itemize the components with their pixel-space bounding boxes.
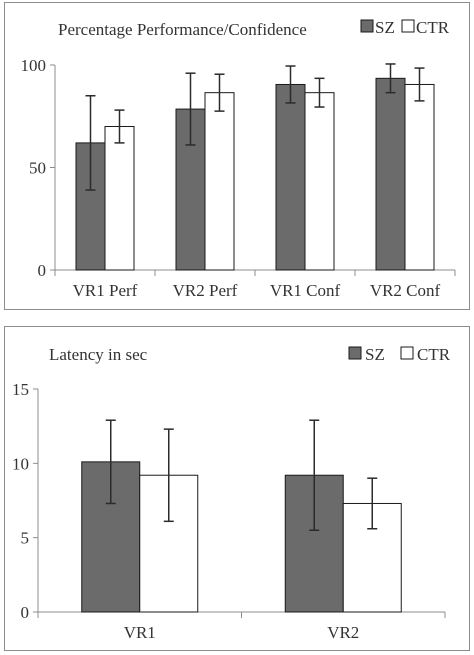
legend-label-sz: SZ xyxy=(365,345,385,364)
chart-title: Latency in sec xyxy=(49,345,148,364)
y-tick-label: 15 xyxy=(12,380,29,399)
bar-ctr xyxy=(204,92,235,271)
x-tick-label: VR1 Conf xyxy=(270,281,341,300)
legend-label-ctr: CTR xyxy=(416,18,450,37)
y-tick-label: 0 xyxy=(21,603,30,622)
x-tick-label: VR2 xyxy=(327,623,359,642)
x-tick-label: VR1 xyxy=(124,623,156,642)
bar-ctr xyxy=(104,126,135,271)
y-tick-label: 0 xyxy=(38,261,47,280)
bar-sz xyxy=(375,77,406,271)
chart-panel-performance: Percentage Performance/Confidence SZ CTR… xyxy=(4,2,470,310)
legend-swatch-sz xyxy=(348,346,362,360)
bar-ctr xyxy=(404,83,435,271)
bar-sz xyxy=(275,83,306,271)
x-tick-label: VR2 Conf xyxy=(370,281,441,300)
y-tick-label: 10 xyxy=(12,454,29,473)
legend-swatch-sz xyxy=(360,19,374,33)
legend-swatch-ctr xyxy=(400,346,414,360)
latency-chart: Latency in sec SZ CTR 0 5 10 15 VR1 VR2 xyxy=(12,345,451,642)
y-tick-label: 5 xyxy=(21,529,30,548)
x-tick-label: VR1 Perf xyxy=(73,281,138,300)
legend-label-sz: SZ xyxy=(375,18,395,37)
chart-panel-latency: Latency in sec SZ CTR 0 5 10 15 VR1 VR2 xyxy=(4,326,470,651)
chart-title: Percentage Performance/Confidence xyxy=(58,20,307,39)
performance-confidence-chart: Percentage Performance/Confidence SZ CTR… xyxy=(21,18,456,300)
legend-label-ctr: CTR xyxy=(417,345,451,364)
y-tick-label: 50 xyxy=(29,159,46,178)
y-tick-label: 100 xyxy=(21,56,47,75)
legend-swatch-ctr xyxy=(401,19,415,33)
bar-ctr xyxy=(304,92,335,271)
x-tick-label: VR2 Perf xyxy=(173,281,238,300)
